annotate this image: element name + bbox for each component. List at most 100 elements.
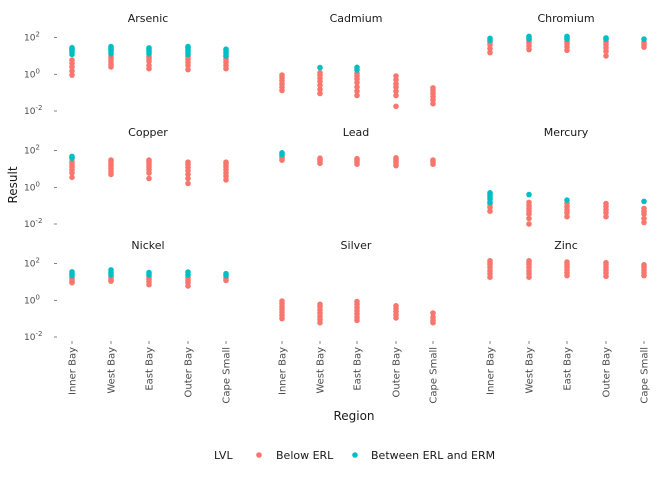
x-tick-label-cape-small: Cape Small: [640, 347, 651, 404]
point-arsenic-east-bay-between-erl-erm: [146, 45, 152, 51]
facet-title-lead: Lead: [343, 126, 369, 139]
x-axis: Inner Bay West Bay East Bay Outer Bay Cape S…: [68, 341, 651, 404]
point-silver-inner-bay-below-erl: [279, 298, 285, 304]
point-lead-cape-small-below-erl: [430, 157, 436, 163]
point-copper-outer-bay-below-erl: [185, 175, 191, 182]
point-chromium-inner-bay-below-erl: [487, 49, 493, 56]
point-chromium-inner-bay-between-erl-erm: [487, 35, 493, 42]
x-tick-label-east-bay: East Bay: [563, 347, 574, 391]
point-chromium-outer-bay-between-erl-erm: [603, 35, 609, 41]
point-nickel-east-bay-between-erl-erm: [146, 269, 152, 276]
facet-silver: Silver: [279, 239, 436, 326]
y-tick-base: 10: [24, 70, 36, 80]
point-copper-outer-bay-below-erl: [185, 159, 191, 165]
legend-key-below-erl: [256, 452, 262, 458]
facet-chromium: Chromium: [487, 12, 647, 59]
y-tick-exponent: 0: [35, 293, 39, 301]
y-tick-label: 102: [24, 144, 40, 157]
point-zinc-west-bay-below-erl: [526, 258, 532, 264]
facet-title-copper: Copper: [128, 126, 168, 139]
legend-key-between-erl-erm: [352, 452, 358, 458]
point-cadmium-east-bay-below-erl: [354, 84, 360, 90]
facet-lead: Lead: [279, 126, 436, 169]
point-silver-cape-small-below-erl: [430, 314, 436, 321]
point-arsenic-east-bay-below-erl: [146, 62, 152, 69]
facet-title-zinc: Zinc: [554, 239, 578, 252]
x-tick-label-west-bay: West Bay: [525, 347, 536, 394]
facets-layer: Arsenic Cadmium Chromium Copper Lead Mercury N…: [69, 12, 647, 326]
x-axis-title: Region: [333, 409, 374, 423]
point-nickel-west-bay-between-erl-erm: [108, 267, 114, 273]
y-tick-exponent: 2: [35, 144, 39, 152]
point-lead-inner-bay-between-erl-erm: [279, 150, 285, 156]
y-tick-exponent: 2: [35, 31, 39, 39]
legend-label-between-erl-erm: Between ERL and ERM: [371, 449, 495, 462]
point-chromium-outer-bay-below-erl: [603, 53, 609, 59]
x-tick-label-outer-bay: Outer Bay: [602, 347, 613, 398]
point-arsenic-outer-bay-between-erl-erm: [185, 43, 191, 50]
y-tick-base: 10: [24, 34, 36, 44]
legend: LVL Below ERL Between ERL and ERM: [214, 449, 495, 462]
point-cadmium-outer-bay-below-erl: [393, 103, 399, 110]
point-nickel-inner-bay-between-erl-erm: [69, 269, 75, 275]
y-tick-label: 102: [24, 257, 40, 270]
point-lead-west-bay-below-erl: [317, 155, 323, 161]
point-silver-cape-small-below-erl: [430, 310, 436, 316]
y-tick-base: 10: [24, 147, 36, 157]
x-tick-label-cape-small: Cape Small: [429, 347, 440, 404]
point-mercury-inner-bay-between-erl-erm: [487, 190, 493, 196]
facet-nickel: Nickel: [69, 239, 229, 289]
point-cadmium-east-bay-below-erl: [354, 88, 360, 94]
point-zinc-east-bay-below-erl: [564, 259, 570, 265]
point-lead-east-bay-below-erl: [354, 155, 360, 162]
point-silver-west-bay-below-erl: [317, 301, 323, 308]
y-tick-label: 10-2: [24, 217, 42, 230]
point-cadmium-outer-bay-below-erl: [393, 81, 399, 87]
point-mercury-east-bay-between-erl-erm: [564, 197, 570, 203]
point-arsenic-inner-bay-below-erl: [69, 57, 75, 63]
point-arsenic-inner-bay-below-erl: [69, 68, 75, 74]
point-silver-east-bay-below-erl: [354, 298, 360, 305]
x-tick-label-west-bay: West Bay: [107, 347, 118, 394]
legend-title: LVL: [214, 449, 233, 462]
y-tick-label: 100: [24, 180, 40, 193]
point-copper-inner-bay-below-erl: [69, 174, 75, 181]
y-tick-base: 10: [24, 260, 36, 270]
x-tick-label-outer-bay: Outer Bay: [392, 347, 403, 398]
legend-label-below-erl: Below ERL: [276, 449, 334, 462]
y-tick-exponent: -2: [35, 330, 42, 338]
y-tick-base: 10: [24, 333, 36, 343]
point-copper-inner-bay-between-erl-erm: [69, 153, 75, 160]
x-tick-label-inner-bay: Inner Bay: [68, 347, 79, 395]
facet-title-cadmium: Cadmium: [330, 12, 383, 25]
point-lead-outer-bay-below-erl: [393, 155, 399, 161]
point-mercury-cape-small-between-erl-erm: [641, 198, 647, 205]
point-arsenic-west-bay-between-erl-erm: [108, 43, 114, 50]
point-cadmium-outer-bay-below-erl: [393, 73, 399, 79]
y-tick-base: 10: [24, 220, 36, 230]
x-tick-label-inner-bay: Inner Bay: [486, 347, 497, 395]
facet-title-nickel: Nickel: [131, 239, 164, 252]
point-cadmium-inner-bay-below-erl: [279, 72, 285, 78]
point-mercury-cape-small-below-erl: [641, 219, 647, 226]
point-mercury-cape-small-below-erl: [641, 215, 647, 222]
facet-copper: Copper: [69, 126, 229, 187]
point-cadmium-west-bay-below-erl: [317, 70, 323, 76]
point-cadmium-west-bay-between-erl-erm: [317, 64, 323, 71]
facet-arsenic: Arsenic: [69, 12, 229, 78]
y-tick-exponent: 0: [35, 67, 39, 75]
y-axis-title: Result: [6, 166, 20, 203]
point-copper-outer-bay-below-erl: [185, 180, 191, 187]
point-mercury-cape-small-below-erl: [641, 205, 647, 212]
point-chromium-west-bay-between-erl-erm: [526, 33, 532, 40]
y-tick-label: 100: [24, 293, 40, 306]
point-zinc-outer-bay-below-erl: [603, 259, 609, 266]
x-tick-label-cape-small: Cape Small: [222, 347, 233, 404]
facet-title-silver: Silver: [341, 239, 372, 252]
point-copper-cape-small-below-erl: [223, 159, 229, 165]
point-mercury-outer-bay-below-erl: [603, 200, 609, 207]
point-silver-outer-bay-below-erl: [393, 303, 399, 309]
y-tick-exponent: -2: [35, 217, 42, 225]
facet-title-chromium: Chromium: [537, 12, 594, 25]
